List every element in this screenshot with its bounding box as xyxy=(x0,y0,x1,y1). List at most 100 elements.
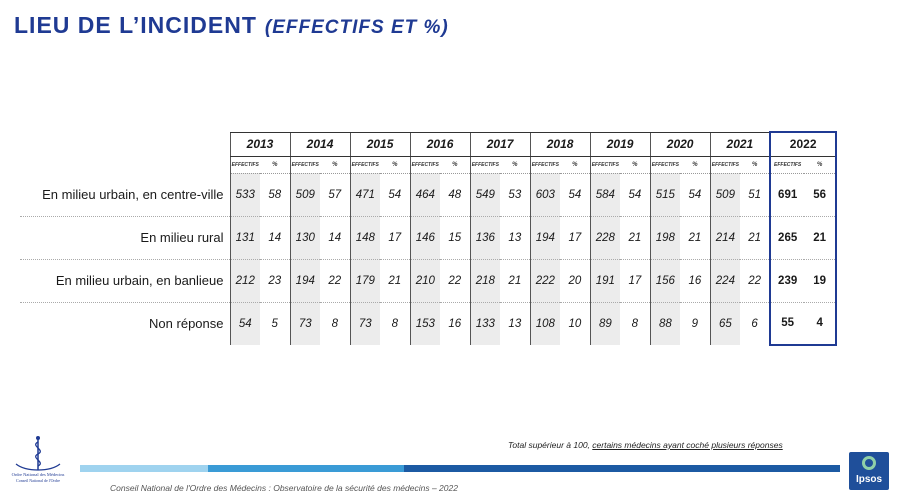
subheader-percent: % xyxy=(380,156,411,174)
cell-percent: 17 xyxy=(620,259,651,303)
year-header-1: 2014 xyxy=(289,131,351,157)
table-row: En milieu rural 131 14 130 14 148 17 146 15 136 13… xyxy=(20,216,838,260)
cell-effectifs: 108 xyxy=(529,302,561,345)
cell-percent: 10 xyxy=(568,317,582,330)
cell-percent: 56 xyxy=(804,173,838,217)
subheader-effectifs: EFFECTIFS xyxy=(649,156,681,174)
cell-effectifs: 224 xyxy=(709,259,741,303)
row-label: Non réponse xyxy=(149,316,224,332)
footnote: Total supérieur à 100, certains médecins… xyxy=(508,440,783,450)
cell-percent: 20 xyxy=(560,259,591,303)
title-main: LIEU DE L’INCIDENT xyxy=(14,12,257,38)
cell-percent: 57 xyxy=(320,173,351,217)
cell-percent: 21 xyxy=(804,216,838,260)
year-header-2: 2015 xyxy=(349,131,411,157)
cell-effectifs: 131 xyxy=(229,216,260,260)
subheader-effectifs: EFFECTIFS xyxy=(709,156,741,174)
subheader-effectifs: EFFECTIFS xyxy=(469,156,501,174)
cell-effectifs: 584 xyxy=(589,173,621,217)
cell-effectifs: 228 xyxy=(589,216,621,260)
year-header-6: 2019 xyxy=(589,131,651,157)
cell-percent: 58 xyxy=(260,173,291,217)
row-label: En milieu urbain, en centre-ville xyxy=(20,173,230,217)
cell-effectifs: 133 xyxy=(469,302,501,345)
cell-percent: 23 xyxy=(260,259,291,303)
ipsos-logo-text: Ipsos xyxy=(855,474,883,485)
cell-percent: 17 xyxy=(380,216,411,260)
cell-effectifs: 464 xyxy=(409,173,441,217)
cell-percent: 16 xyxy=(680,259,711,303)
cell-effectifs: 136 xyxy=(469,216,501,260)
subheader-percent: % xyxy=(560,156,591,174)
cell-effectifs: 515 xyxy=(649,173,681,217)
footnote-underlined: certains médecins ayant coché plusieurs … xyxy=(592,440,783,450)
decor-bar-dark xyxy=(404,465,840,472)
incident-location-table: 2013 2014 2015 2016 2017 2018 2019 2020 2021 2022… xyxy=(20,131,838,346)
cell-effectifs: 156 xyxy=(649,259,681,303)
cell-effectifs: 218 xyxy=(469,259,501,303)
cell-effectifs: 239 xyxy=(769,259,805,303)
cell-effectifs: 73 xyxy=(289,302,321,345)
year-header-9: 2022 xyxy=(769,131,838,157)
subheader-percent: % xyxy=(440,156,471,174)
cell-effectifs: 179 xyxy=(349,259,381,303)
subheader-percent: % xyxy=(740,156,771,174)
cell-percent: 21 xyxy=(620,216,651,260)
footnote-prefix: Total supérieur à 100, xyxy=(508,440,593,450)
cell-percent: 6 xyxy=(751,317,758,330)
cell-percent: 9 xyxy=(691,317,699,330)
cell-effectifs: 603 xyxy=(529,173,561,217)
year-header-8: 2021 xyxy=(709,131,771,157)
cell-effectifs: 509 xyxy=(709,173,741,217)
cell-effectifs: 509 xyxy=(289,173,321,217)
subheader-percent: % xyxy=(320,156,351,174)
year-header-3: 2016 xyxy=(409,131,471,157)
cell-percent: 16 xyxy=(448,317,462,330)
cell-effectifs: 54 xyxy=(229,302,260,345)
cell-percent: 54 xyxy=(620,173,651,217)
cell-effectifs: 549 xyxy=(469,173,501,217)
cell-effectifs: 148 xyxy=(349,216,381,260)
subheader-percent: % xyxy=(620,156,651,174)
cell-effectifs: 198 xyxy=(649,216,681,260)
subheader-blank xyxy=(20,156,230,173)
caduceus-icon xyxy=(15,436,61,471)
year-header-row: 2013 2014 2015 2016 2017 2018 2019 2020 2021 2022 xyxy=(20,131,838,157)
cell-effectifs: 691 xyxy=(769,173,805,217)
year-header-7: 2020 xyxy=(649,131,711,157)
cell-percent: 8 xyxy=(391,317,398,330)
cell-percent: 51 xyxy=(740,173,771,217)
year-header-4: 2017 xyxy=(469,131,531,157)
subheader-row: EFFECTIFS% EFFECTIFS% EFFECTIFS% EFFECTIFS%… xyxy=(20,156,838,174)
ordre-medecins-logo: Ordre National des Médecins Conseil Nati… xyxy=(2,434,74,494)
cell-effectifs: 89 xyxy=(589,302,621,345)
cell-effectifs: 65 xyxy=(709,302,741,345)
cell-effectifs: 130 xyxy=(289,216,321,260)
table-row: En milieu urbain, en centre-ville 533 58 50… xyxy=(20,173,838,217)
subheader-effectifs: EFFECTIFS xyxy=(769,156,805,174)
cell-percent: 21 xyxy=(380,259,411,303)
cell-percent: 4 xyxy=(804,302,838,346)
cell-percent: 21 xyxy=(740,216,771,260)
table-body: En milieu urbain, en centre-ville 533 58 50… xyxy=(20,173,838,346)
cell-percent: 48 xyxy=(440,173,471,217)
table-row: Non réponse 54 5 73 8 73 8 153 16 133 13 108 10 89 8 88… xyxy=(20,302,838,346)
subheader-effectifs: EFFECTIFS xyxy=(529,156,561,174)
cell-percent: 22 xyxy=(440,259,471,303)
cell-percent: 54 xyxy=(680,173,711,217)
cell-percent: 8 xyxy=(631,317,639,330)
cell-percent: 54 xyxy=(560,173,591,217)
cell-percent: 22 xyxy=(740,259,771,303)
table-row: En milieu urbain, en banlieue 212 23 194 22 1… xyxy=(20,259,838,303)
subheader-effectifs: EFFECTIFS xyxy=(409,156,441,174)
ordre-logo-line2: Conseil National de l'Ordre xyxy=(16,478,60,483)
cell-percent: 14 xyxy=(260,216,291,260)
subheader-percent: % xyxy=(680,156,711,174)
cell-percent: 13 xyxy=(508,317,522,330)
cell-percent: 13 xyxy=(500,216,531,260)
cell-effectifs: 210 xyxy=(409,259,441,303)
cell-percent: 19 xyxy=(804,259,838,303)
page-title: LIEU DE L’INCIDENT (EFFECTIFS ET %) xyxy=(14,12,449,39)
cell-effectifs: 153 xyxy=(409,302,441,345)
subheader-percent: % xyxy=(260,156,291,174)
